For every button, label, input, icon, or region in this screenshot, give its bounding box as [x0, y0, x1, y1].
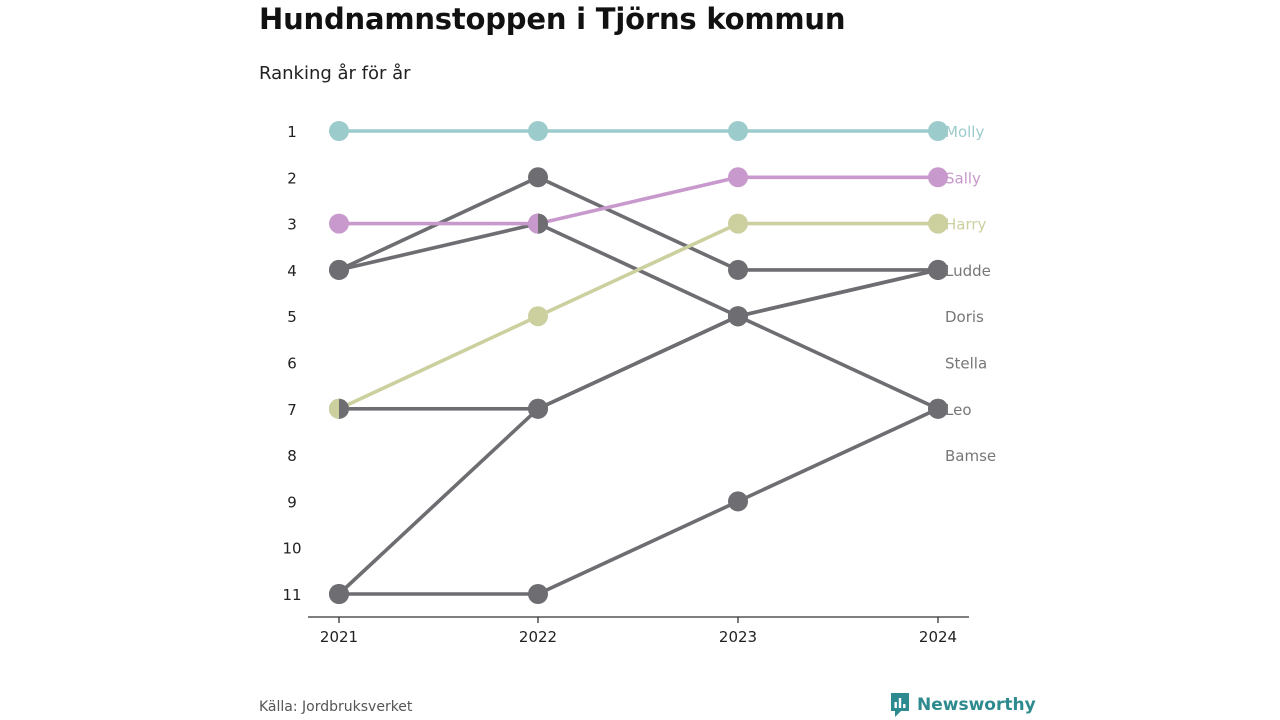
- series-line-bamse: [337, 268, 940, 596]
- series-line-ludde: [337, 221, 940, 411]
- end-label-bamse: Bamse: [945, 447, 996, 465]
- y-tick-label: 6: [287, 355, 297, 373]
- end-label-stella: Stella: [945, 355, 987, 373]
- chart-title: Hundnamnstoppen i Tjörns kommun: [259, 2, 846, 36]
- y-tick-label: 10: [282, 540, 301, 558]
- point-ludde: [928, 398, 948, 419]
- x-tick-label: 2021: [320, 628, 358, 646]
- end-labels: Molly Sally Harry Ludde Doris Stella Leo Bamse: [945, 123, 996, 465]
- y-axis-ticks: 1 2 3 4 5 6 7 8 9 10 11: [282, 123, 301, 604]
- source-note: Källa: Jordbruksverket: [259, 699, 413, 715]
- split-point-right: [339, 398, 349, 419]
- brand-name: Newsworthy: [917, 695, 1036, 715]
- series-line-harry: [337, 221, 940, 411]
- series-lines: [337, 129, 940, 596]
- point-doris: [528, 398, 548, 419]
- end-label-ludde: Ludde: [945, 262, 991, 280]
- y-tick-label: 7: [287, 401, 297, 419]
- point-harry: [728, 213, 748, 234]
- point-leo: [528, 584, 548, 604]
- point-sally: [728, 167, 748, 188]
- end-label-sally: Sally: [945, 169, 981, 187]
- point-leo: [728, 491, 748, 512]
- point-leo: [329, 584, 349, 604]
- y-tick-label: 9: [287, 493, 297, 511]
- point-molly: [928, 121, 948, 141]
- y-tick-label: 1: [287, 123, 297, 141]
- x-tick-label: 2022: [519, 628, 557, 646]
- series-points: [329, 121, 948, 604]
- point-ludde: [329, 259, 349, 280]
- y-tick-label: 2: [287, 169, 297, 187]
- point-molly: [728, 121, 748, 141]
- split-point-right: [538, 213, 548, 234]
- series-line-doris: [337, 268, 940, 411]
- y-tick-label: 11: [282, 586, 301, 604]
- point-harry: [928, 213, 948, 234]
- point-doris: [928, 259, 948, 280]
- y-tick-label: 5: [287, 308, 297, 326]
- y-tick-label: 3: [287, 216, 297, 234]
- y-tick-label: 4: [287, 262, 297, 280]
- x-tick-label: 2024: [919, 628, 957, 646]
- point-molly: [528, 121, 548, 141]
- y-tick-label: 8: [287, 447, 297, 465]
- series-line-sally: [337, 175, 940, 226]
- split-point-left: [329, 398, 339, 419]
- brand-logo[interactable]: Newsworthy: [889, 692, 1036, 718]
- chart-subtitle: Ranking år för år: [259, 63, 411, 84]
- split-point-left: [528, 213, 538, 234]
- end-label-molly: Molly: [945, 123, 984, 141]
- series-line-leo: [337, 406, 940, 596]
- point-harry: [528, 306, 548, 327]
- point-ludde: [728, 306, 748, 327]
- end-label-doris: Doris: [945, 308, 984, 326]
- point-molly: [329, 121, 349, 141]
- point-stella: [728, 259, 748, 280]
- end-label-harry: Harry: [945, 216, 987, 234]
- point-stella: [528, 167, 548, 188]
- end-label-leo: Leo: [945, 401, 972, 419]
- point-sally: [928, 167, 948, 188]
- point-sally: [329, 213, 349, 234]
- x-tick-label: 2023: [719, 628, 757, 646]
- newsworthy-logo-icon: [891, 693, 909, 717]
- x-axis: 2021 2022 2023 2024: [308, 616, 969, 646]
